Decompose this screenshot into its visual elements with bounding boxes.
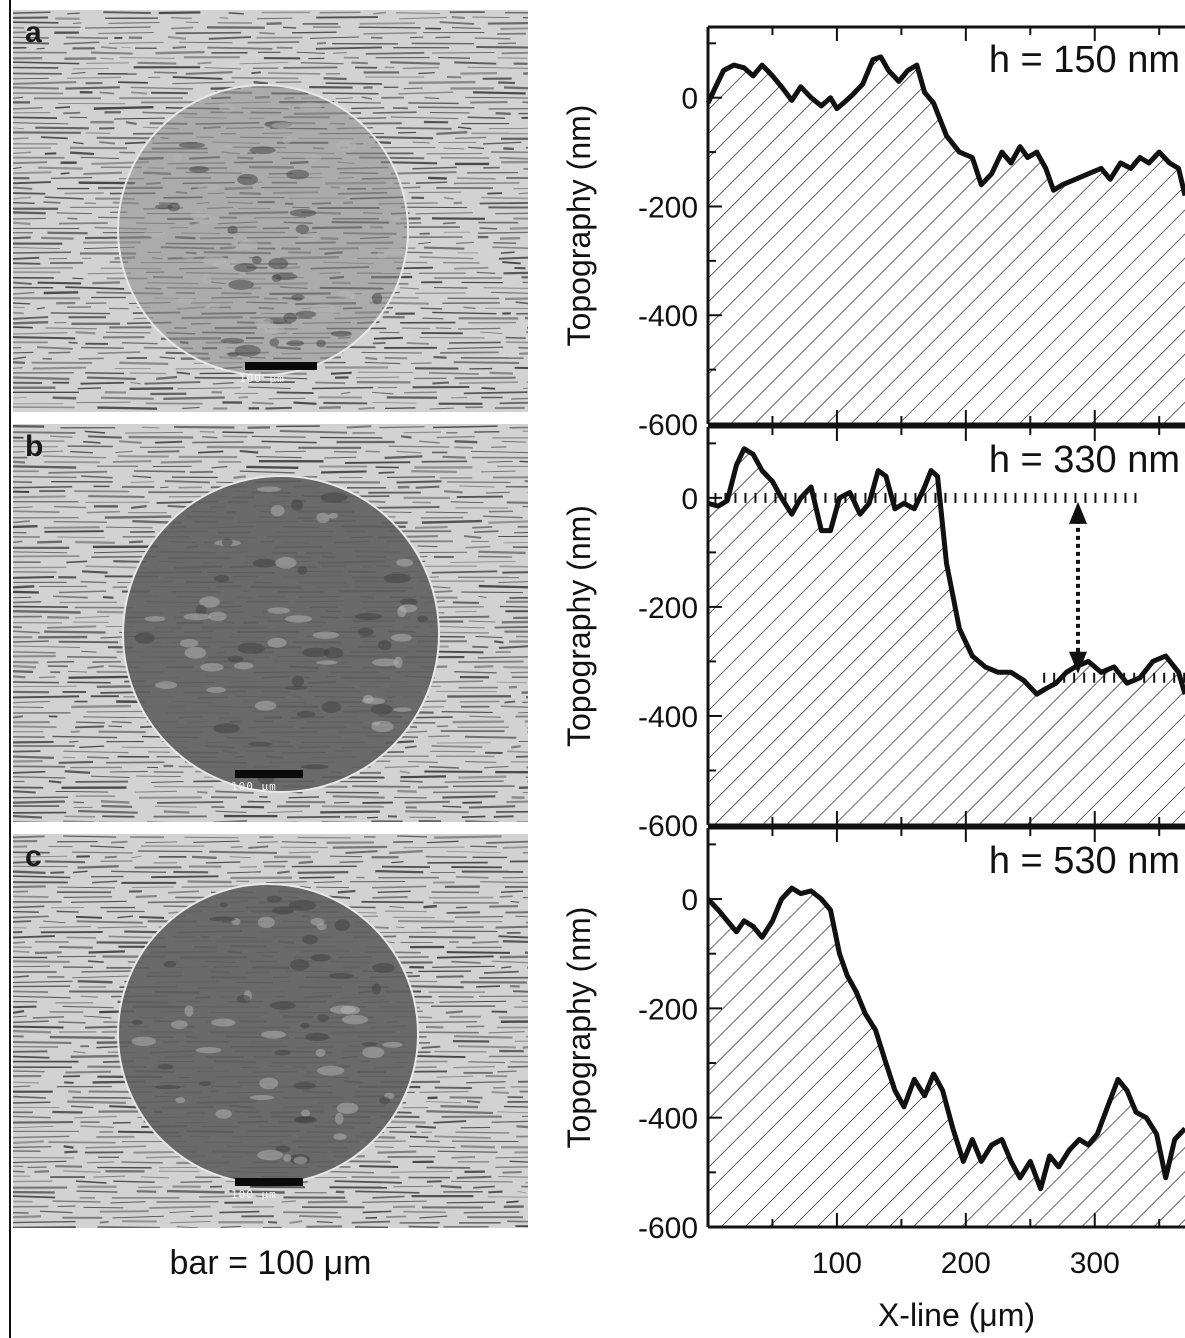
- height-annotation: h = 330 nm: [989, 439, 1180, 481]
- topography-line: [707, 446, 1185, 697]
- y-tick-label: -200: [638, 592, 698, 625]
- height-annotation: h = 150 nm: [989, 39, 1180, 81]
- hatched-area-fill: [708, 56, 1185, 425]
- sem-micrograph-b: b 100 μm: [13, 424, 528, 822]
- y-tick-label: -600: [638, 810, 698, 843]
- sem-texture: [13, 834, 528, 1228]
- x-tick-label: 200: [941, 1247, 991, 1280]
- scale-bar-text: 100 μm: [239, 372, 285, 385]
- sem-texture: [13, 10, 528, 412]
- y-tick-label: -200: [638, 191, 698, 224]
- scale-bar-text: 100 μm: [231, 780, 277, 793]
- scale-bar-text: 100 μm: [231, 1188, 277, 1201]
- y-axis-title: Topography (nm): [561, 105, 597, 347]
- topography-line: [705, 54, 1185, 197]
- y-axis-title: Topography (nm): [561, 907, 597, 1149]
- left-border-line: [9, 0, 11, 1338]
- panel-letter-a: a: [25, 16, 42, 49]
- panel-letter-b: b: [25, 430, 44, 463]
- scale-bar: [245, 362, 317, 370]
- panel-letter-c: c: [25, 840, 42, 873]
- scale-bar: [235, 1178, 303, 1186]
- arrow-head-down: [1068, 651, 1087, 674]
- height-annotation: h = 530 nm: [989, 840, 1180, 882]
- sem-texture: [13, 424, 528, 822]
- y-tick-label: 0: [681, 884, 698, 917]
- arrow-head-up: [1068, 501, 1087, 524]
- y-tick-label: 0: [681, 83, 698, 116]
- sem-micrograph-c: c 100 μm: [13, 834, 528, 1228]
- scale-bar: [235, 770, 303, 778]
- sem-micrograph-a: a 100 μm: [13, 10, 528, 412]
- scale-bar-caption: bar = 100 μm: [169, 1244, 372, 1282]
- y-tick-label: -400: [638, 1103, 698, 1136]
- hatched-area-fill: [708, 448, 1185, 825]
- hatched-area-fill: [708, 888, 1185, 1227]
- y-tick-label: -400: [638, 701, 698, 734]
- x-axis-title: X-line (μm): [878, 1297, 1035, 1333]
- y-tick-label: -600: [638, 1212, 698, 1245]
- x-tick-label: 100: [812, 1247, 862, 1280]
- y-tick-label: -400: [638, 300, 698, 333]
- y-axis-title: Topography (nm): [561, 505, 597, 747]
- y-tick-label: 0: [681, 483, 698, 516]
- topography-line: [706, 885, 1185, 1192]
- y-tick-label: -600: [638, 409, 698, 442]
- x-tick-label: 300: [1070, 1247, 1120, 1280]
- y-tick-label: -200: [638, 993, 698, 1026]
